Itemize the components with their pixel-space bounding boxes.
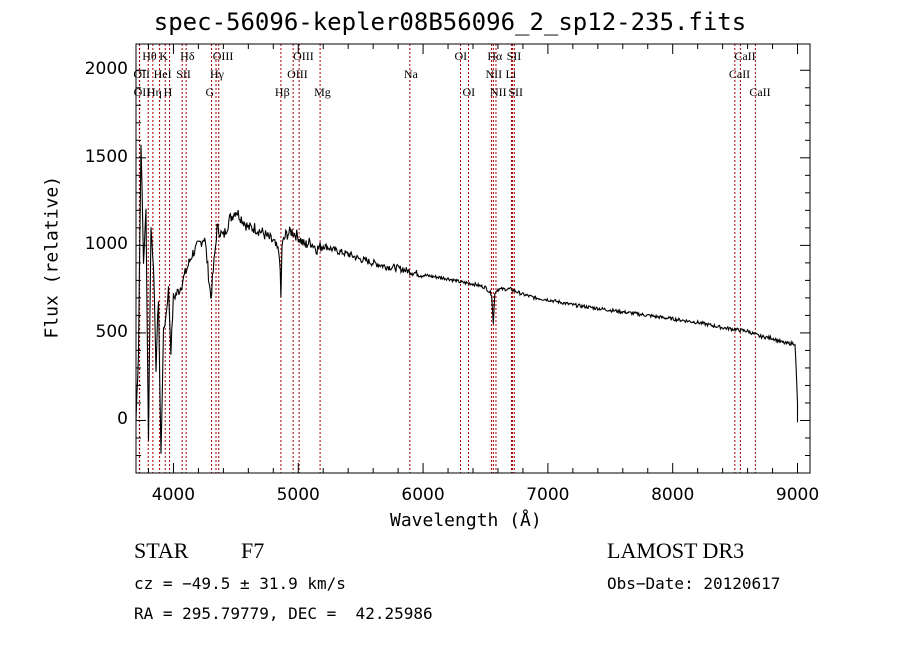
chart-title: spec-56096-kepler08B56096_2_sp12-235.fit… (153, 8, 747, 36)
y-tick-label: 500 (95, 321, 128, 342)
spectral-line-label: CaII (749, 85, 771, 99)
spectral-line-label: Hγ (210, 67, 224, 81)
x-axis-label: Wavelength (Å) (390, 510, 542, 531)
y-axis-label: Flux (relative) (41, 175, 63, 339)
spectral-line-label: Na (403, 67, 418, 81)
spectral-line-label: H (163, 85, 173, 99)
redshift-velocity: cz = −49.5 ± 31.9 km/s (134, 574, 346, 593)
x-tick-label: 5000 (276, 485, 320, 505)
x-tick-label: 6000 (401, 485, 445, 505)
axis-ticks (136, 44, 810, 473)
spectral-line-label: SII (506, 49, 522, 63)
y-tick-label: 1000 (84, 234, 128, 255)
spectral-line-label: Hδ (180, 49, 195, 63)
spectral-line-label: G (205, 85, 215, 99)
spectrum-series-line (135, 144, 799, 454)
spectral-line-label: NII (489, 85, 507, 99)
spectral-line-label: OIII (212, 49, 234, 63)
coordinates: RA = 295.79779, DEC = 42.25986 (134, 604, 433, 623)
spectral-line-label: Hα (487, 49, 503, 63)
spectral-line-label: OII (133, 85, 151, 99)
spectral-line-label: OIII (287, 67, 308, 81)
plot-frame (135, 43, 811, 474)
x-tick-label: 7000 (526, 485, 570, 505)
survey-name: LAMOST DR3 (607, 538, 745, 563)
observation-date: Obs−Date: 20120617 (607, 574, 781, 593)
x-tick-label: 4000 (151, 485, 196, 505)
spectral-line-label: CaII (734, 49, 756, 63)
object-class: STAR (134, 538, 189, 563)
spectral-line-label: OIII (293, 49, 314, 63)
spectral-line-label: SII (176, 67, 191, 81)
y-tick-label: 2000 (84, 59, 128, 80)
y-tick-label: 0 (117, 409, 128, 430)
spectral-line-label: Hη (146, 85, 162, 99)
spectral-subclass: F7 (241, 538, 265, 563)
spectral-line-label: NII (485, 67, 503, 81)
spectral-line-label: Hβ (274, 85, 290, 99)
spectral-line-label: Hθ (142, 49, 157, 63)
spectral-line-label: OII (133, 67, 151, 81)
spectral-line-label: K (159, 49, 168, 63)
spectral-line-label: Li (505, 67, 517, 81)
x-tick-label: 9000 (775, 485, 820, 505)
y-tick-label: 1500 (84, 146, 128, 167)
spectral-line-label: OI (454, 49, 468, 63)
spectral-line-label: HeI (153, 67, 172, 81)
spectral-line-markers (138, 44, 756, 473)
spectral-line-label: CaII (728, 67, 751, 81)
spectral-line-label: OI (462, 85, 476, 99)
spectral-line-label: SII (508, 85, 523, 99)
spectral-line-label: Mg (314, 85, 331, 99)
x-tick-label: 8000 (651, 485, 695, 505)
